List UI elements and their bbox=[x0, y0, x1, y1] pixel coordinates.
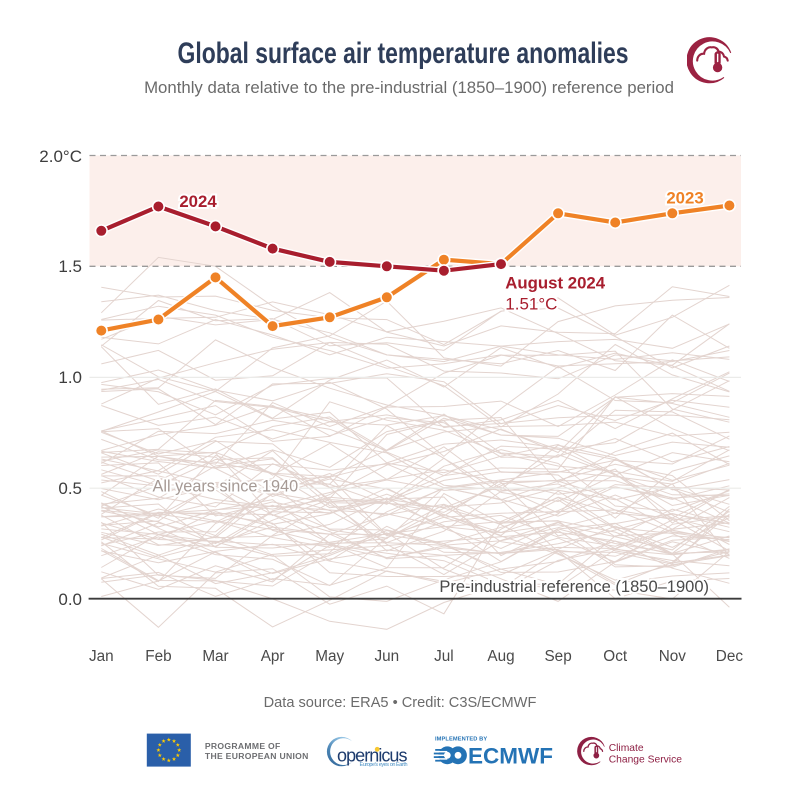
svg-text:2.0°C: 2.0°C bbox=[39, 147, 82, 166]
svg-text:Change Service: Change Service bbox=[609, 755, 683, 766]
svg-text:0.5: 0.5 bbox=[58, 479, 82, 498]
svg-text:0.0: 0.0 bbox=[58, 590, 82, 609]
svg-text:Mar: Mar bbox=[202, 648, 228, 665]
svg-text:Europe's eyes on Earth: Europe's eyes on Earth bbox=[360, 762, 408, 768]
svg-text:1.51°C: 1.51°C bbox=[505, 295, 557, 314]
svg-text:Jun: Jun bbox=[374, 648, 399, 665]
svg-text:Nov: Nov bbox=[659, 648, 687, 665]
svg-text:Climate: Climate bbox=[609, 743, 644, 754]
svg-text:Feb: Feb bbox=[145, 648, 171, 665]
svg-text:Oct: Oct bbox=[603, 648, 628, 665]
svg-text:IMPLEMENTED BY: IMPLEMENTED BY bbox=[435, 736, 487, 742]
svg-text:Aug: Aug bbox=[487, 648, 514, 665]
svg-text:May: May bbox=[315, 648, 344, 665]
svg-text:opernicus: opernicus bbox=[337, 746, 408, 766]
svg-text:Sep: Sep bbox=[544, 648, 571, 665]
svg-text:1.0: 1.0 bbox=[58, 368, 82, 387]
svg-text:Jan: Jan bbox=[89, 648, 114, 665]
svg-text:ECMWF: ECMWF bbox=[468, 744, 553, 769]
svg-text:2024: 2024 bbox=[179, 192, 217, 211]
svg-text:THE EUROPEAN UNION: THE EUROPEAN UNION bbox=[205, 751, 309, 761]
svg-text:PROGRAMME OF: PROGRAMME OF bbox=[205, 741, 281, 751]
svg-text:1.5: 1.5 bbox=[58, 257, 82, 276]
svg-text:All years since 1940: All years since 1940 bbox=[153, 478, 299, 496]
svg-text:Pre-industrial reference (1850: Pre-industrial reference (1850–1900) bbox=[439, 578, 709, 596]
svg-text:August 2024: August 2024 bbox=[505, 274, 605, 293]
svg-text:Apr: Apr bbox=[261, 648, 285, 665]
svg-text:2023: 2023 bbox=[666, 189, 703, 208]
svg-text:Jul: Jul bbox=[434, 648, 454, 665]
svg-text:Dec: Dec bbox=[716, 648, 744, 665]
